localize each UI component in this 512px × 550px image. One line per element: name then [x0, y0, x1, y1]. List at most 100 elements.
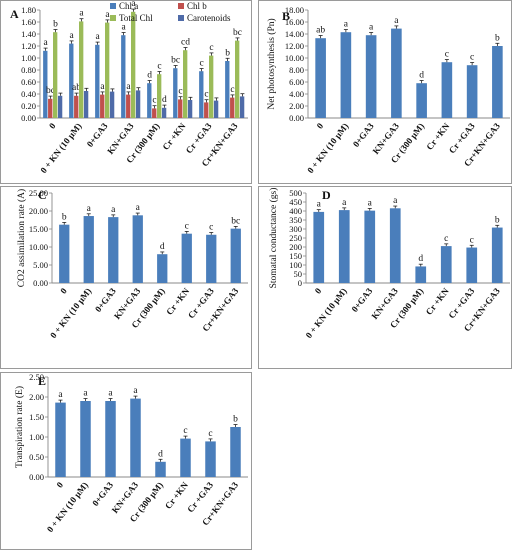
bar	[205, 441, 216, 477]
bar	[152, 108, 157, 118]
y-tick-label: 50	[294, 269, 303, 279]
bar	[230, 97, 235, 118]
significance-letter: c	[208, 429, 212, 439]
bar	[340, 32, 352, 119]
significance-letter: a	[87, 204, 92, 214]
significance-letter: c	[204, 90, 208, 100]
y-tick-label: 1.40	[21, 29, 36, 39]
bar	[74, 95, 79, 118]
bar	[213, 100, 219, 118]
y-tick-label: 0.20	[21, 101, 36, 111]
category-label: 0	[313, 286, 324, 296]
bar	[132, 215, 143, 283]
significance-letter: b	[53, 20, 58, 30]
bar	[441, 62, 453, 118]
significance-letter: a	[58, 390, 63, 400]
y-axis-title: Stomatal conductance (gs)	[268, 188, 279, 289]
panel-letter: B	[282, 9, 290, 23]
significance-letter: c	[230, 85, 234, 95]
significance-letter: a	[131, 0, 136, 9]
legend-label: Chl b	[187, 1, 207, 11]
significance-letter: c	[185, 221, 189, 231]
y-tick-label: 12.00	[285, 41, 304, 51]
bar	[315, 38, 326, 119]
legend-label: Chl a	[119, 1, 138, 11]
category-label: 0	[47, 121, 58, 131]
y-tick-label: 8.00	[289, 65, 304, 75]
bar	[83, 216, 94, 283]
significance-letter: a	[100, 82, 105, 92]
bar	[147, 83, 152, 118]
y-tick-label: 0.50	[29, 452, 44, 462]
significance-letter: a	[368, 198, 373, 208]
y-tick-label: 1.20	[21, 41, 36, 51]
y-tick-label: 0.60	[21, 77, 36, 87]
significance-letter: cd	[181, 38, 190, 48]
legend-label: Total Chl	[119, 13, 153, 23]
y-tick-label: 0.00	[33, 278, 48, 288]
significance-letter: c	[209, 223, 213, 233]
bar	[53, 32, 58, 119]
y-tick-label: 10.00	[285, 53, 304, 63]
significance-letter: a	[342, 198, 347, 208]
bar	[492, 46, 503, 118]
significance-letter: c	[178, 87, 182, 97]
y-tick-label: 10.00	[29, 242, 48, 252]
significance-letter: a	[394, 16, 399, 26]
bar	[183, 50, 188, 119]
panel-a: 0.00 0.20 0.40 0.60 0.80 1.00 1.20 1.40 1.60 1.80…	[0, 0, 252, 184]
legend-label: Carotenoids	[187, 13, 231, 23]
significance-letter: a	[111, 205, 116, 215]
bar	[155, 461, 166, 477]
significance-letter: d	[418, 254, 423, 264]
bar	[100, 94, 105, 118]
bar	[466, 65, 478, 118]
y-tick-label: 15.00	[29, 224, 48, 234]
significance-letter: bc	[233, 28, 242, 38]
significance-letter: a	[95, 32, 100, 42]
bar	[59, 224, 70, 283]
significance-letter: a	[69, 31, 74, 41]
significance-letter: b	[495, 33, 500, 43]
significance-letter: c	[470, 53, 474, 63]
bar	[180, 438, 191, 477]
bar	[109, 91, 115, 118]
bar	[79, 21, 84, 118]
bar	[230, 427, 241, 477]
significance-letter: b	[495, 215, 500, 225]
bar	[105, 22, 110, 119]
bar	[391, 28, 402, 119]
significance-letter: ab	[316, 26, 325, 36]
bar	[135, 90, 141, 118]
category-label: 0	[54, 480, 65, 490]
significance-letter: a	[317, 200, 322, 210]
bar	[43, 50, 48, 118]
y-tick-label: 1.60	[21, 17, 36, 27]
legend: Chl a Chl b Total Chl Carotenoids	[110, 1, 231, 23]
panel-b: 0.00 2.00 4.00 6.00 8.00 10.00 12.00 14.00 16.00…	[258, 0, 512, 184]
bar	[131, 11, 136, 118]
bar	[80, 401, 91, 477]
y-tick-label: 0.00	[21, 113, 36, 123]
legend-swatch	[178, 15, 184, 21]
significance-letter: bc	[171, 56, 180, 66]
significance-letter: a	[344, 20, 349, 30]
legend-swatch	[110, 3, 116, 9]
significance-letter: d	[162, 95, 167, 105]
bar	[187, 100, 193, 118]
bar	[491, 227, 503, 283]
y-tick-label: 18.00	[285, 5, 304, 15]
y-tick-label: 0.40	[21, 89, 36, 99]
significance-letter: a	[126, 82, 131, 92]
y-tick-label: 300	[289, 224, 302, 234]
panel-letter: C	[38, 188, 47, 202]
y-axis-title: CO2 assimilation rate (A)	[16, 189, 27, 287]
y-tick-label: 500	[289, 188, 302, 198]
y-tick-label: 4.00	[289, 89, 304, 99]
significance-letter: a	[108, 389, 113, 399]
y-axis-title: Transpiration rate (E)	[14, 386, 25, 468]
bar	[181, 233, 192, 283]
significance-letter: c	[157, 62, 161, 72]
bar	[313, 211, 325, 283]
